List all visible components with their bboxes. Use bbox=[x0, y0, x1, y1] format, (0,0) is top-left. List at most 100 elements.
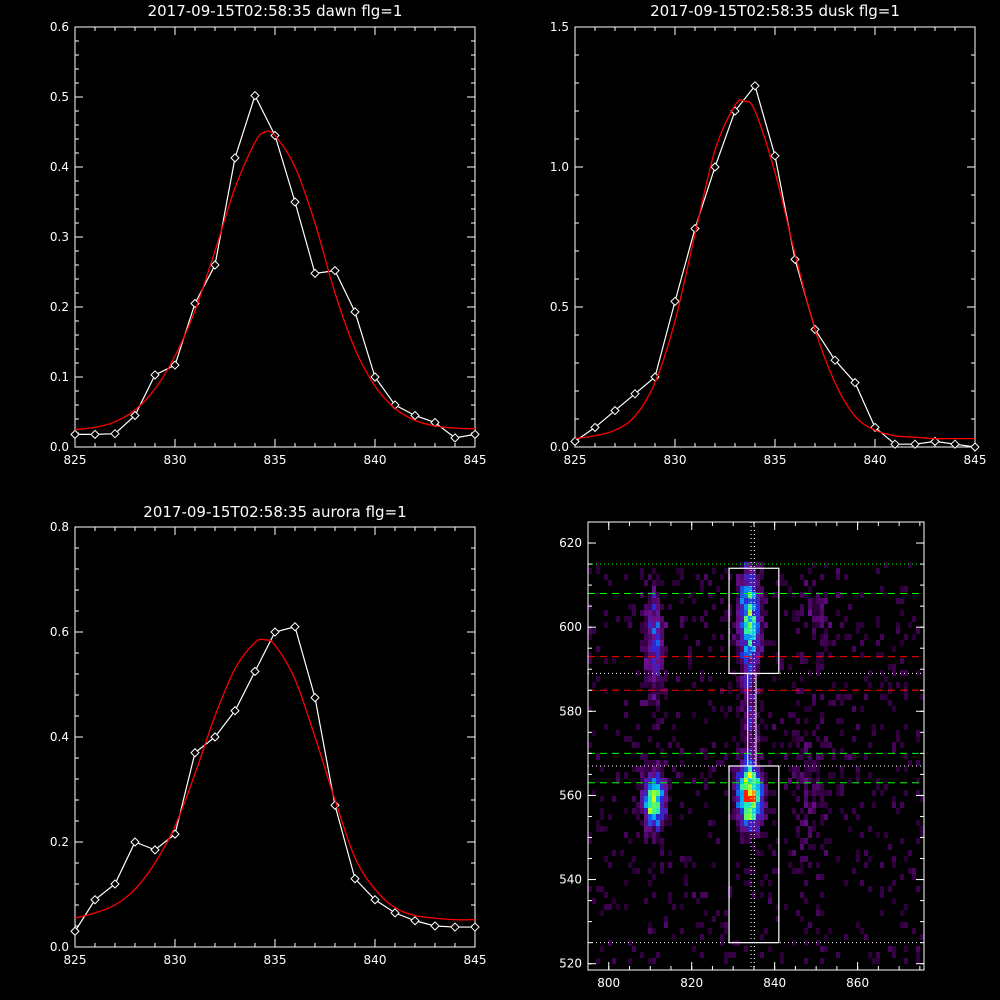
heatmap-cell bbox=[808, 760, 812, 766]
heatmap-cell bbox=[760, 784, 764, 790]
heatmap-cell bbox=[648, 700, 652, 706]
heatmap-cell bbox=[760, 820, 764, 826]
heatmap-cell bbox=[748, 832, 752, 838]
heatmap-cell bbox=[732, 772, 736, 778]
heatmap-cell bbox=[808, 670, 812, 676]
dusk-data-point bbox=[770, 151, 780, 161]
heatmap-cell bbox=[772, 742, 776, 748]
heatmap-cell bbox=[832, 700, 836, 706]
heatmap-cell bbox=[740, 592, 744, 598]
heatmap-cell bbox=[712, 634, 716, 640]
heatmap-cell bbox=[744, 604, 748, 610]
heatmap-cell bbox=[656, 610, 660, 616]
heatmap-cell bbox=[844, 814, 848, 820]
heatmap-cell bbox=[688, 646, 692, 652]
dawn-data-point bbox=[210, 260, 220, 270]
heatmap-cell bbox=[796, 652, 800, 658]
heatmap-cell bbox=[748, 772, 752, 778]
heatmap-cell bbox=[780, 718, 784, 724]
heatmap-cell bbox=[744, 868, 748, 874]
heatmap-cell bbox=[760, 802, 764, 808]
heatmap-cell bbox=[816, 610, 820, 616]
dusk-xtick-label: 840 bbox=[864, 453, 887, 467]
heatmap-cell bbox=[636, 814, 640, 820]
heatmap-cell bbox=[892, 880, 896, 886]
heatmap-cell bbox=[744, 562, 748, 568]
aurora-xtick-label: 845 bbox=[464, 953, 487, 967]
heatmap-cell bbox=[736, 646, 740, 652]
heatmap-cell bbox=[724, 952, 728, 958]
heatmap-cell bbox=[608, 940, 612, 946]
heatmap-cell bbox=[820, 946, 824, 952]
heatmap-cell bbox=[820, 652, 824, 658]
spectrogram-xtick-label: 840 bbox=[763, 976, 786, 990]
dusk-xtick-label: 825 bbox=[564, 453, 587, 467]
heatmap-cell bbox=[732, 778, 736, 784]
heatmap-cell bbox=[748, 628, 752, 634]
heatmap-cell bbox=[800, 658, 804, 664]
heatmap-cell bbox=[748, 676, 752, 682]
heatmap-cell bbox=[644, 652, 648, 658]
heatmap-cell bbox=[652, 826, 656, 832]
heatmap-cell bbox=[836, 694, 840, 700]
heatmap-cell bbox=[768, 892, 772, 898]
heatmap-cell bbox=[808, 610, 812, 616]
heatmap-cell bbox=[816, 832, 820, 838]
heatmap-cell bbox=[648, 958, 652, 964]
heatmap-cell bbox=[892, 670, 896, 676]
heatmap-cell bbox=[856, 814, 860, 820]
heatmap-cell bbox=[844, 682, 848, 688]
heatmap-cell bbox=[640, 568, 644, 574]
heatmap-cell bbox=[776, 580, 780, 586]
heatmap-cell bbox=[844, 934, 848, 940]
heatmap-cell bbox=[648, 760, 652, 766]
heatmap-cell bbox=[788, 862, 792, 868]
heatmap-cell bbox=[836, 952, 840, 958]
heatmap-cell bbox=[680, 772, 684, 778]
dawn-data-point bbox=[450, 433, 460, 443]
heatmap-cell bbox=[756, 832, 760, 838]
heatmap-cell bbox=[640, 622, 644, 628]
heatmap-cell bbox=[668, 892, 672, 898]
heatmap-cell bbox=[744, 694, 748, 700]
heatmap-cell bbox=[656, 574, 660, 580]
heatmap-cell bbox=[748, 658, 752, 664]
heatmap-cell bbox=[784, 784, 788, 790]
heatmap-cell bbox=[736, 658, 740, 664]
heatmap-cell bbox=[916, 778, 920, 784]
heatmap-cell bbox=[812, 562, 816, 568]
heatmap-cell bbox=[808, 772, 812, 778]
heatmap-cell bbox=[840, 772, 844, 778]
heatmap-cell bbox=[700, 616, 704, 622]
heatmap-cell bbox=[756, 790, 760, 796]
heatmap-cell bbox=[640, 808, 644, 814]
heatmap-cell bbox=[748, 598, 752, 604]
heatmap-cell bbox=[816, 940, 820, 946]
heatmap-cell bbox=[868, 742, 872, 748]
heatmap-cell bbox=[820, 634, 824, 640]
heatmap-cell bbox=[804, 778, 808, 784]
heatmap-cell bbox=[752, 694, 756, 700]
heatmap-cell bbox=[816, 778, 820, 784]
heatmap-cell bbox=[740, 658, 744, 664]
heatmap-cell bbox=[756, 574, 760, 580]
heatmap-cell bbox=[676, 772, 680, 778]
heatmap-cell bbox=[740, 574, 744, 580]
heatmap-cell bbox=[596, 820, 600, 826]
heatmap-cell bbox=[684, 616, 688, 622]
heatmap-cell bbox=[792, 790, 796, 796]
heatmap-cell bbox=[748, 712, 752, 718]
heatmap-cell bbox=[756, 688, 760, 694]
heatmap-cell bbox=[644, 610, 648, 616]
spectrogram-ytick-label: 600 bbox=[559, 620, 582, 634]
heatmap-cell bbox=[736, 754, 740, 760]
heatmap-cell bbox=[852, 646, 856, 652]
heatmap-cell bbox=[808, 598, 812, 604]
heatmap-cell bbox=[772, 850, 776, 856]
heatmap-cell bbox=[732, 634, 736, 640]
heatmap-cell bbox=[748, 562, 752, 568]
heatmap-cell bbox=[656, 832, 660, 838]
heatmap-cell bbox=[756, 640, 760, 646]
aurora-fit-line bbox=[74, 638, 476, 921]
heatmap-cell bbox=[756, 610, 760, 616]
